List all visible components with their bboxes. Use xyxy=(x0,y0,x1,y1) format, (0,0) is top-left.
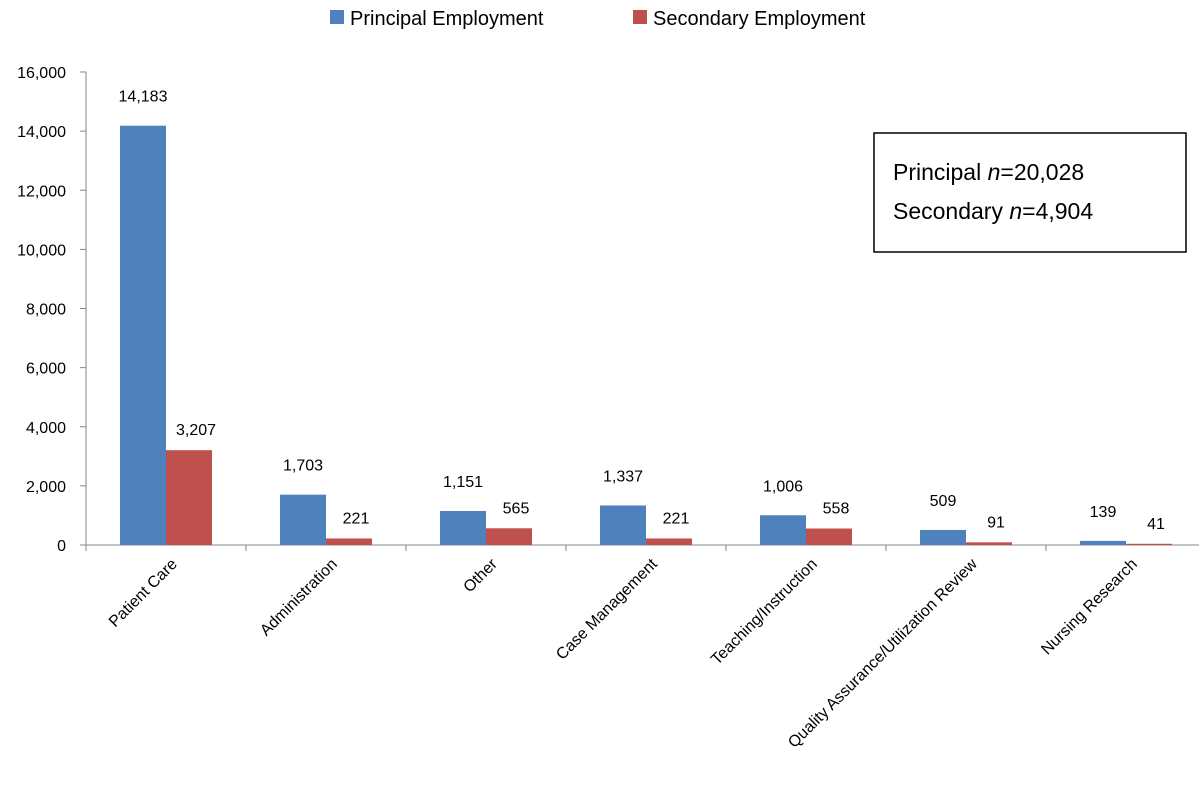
bar-principal xyxy=(920,529,966,545)
category-label: Teaching/Instruction xyxy=(708,556,821,669)
bar-secondary xyxy=(166,450,212,545)
data-label-secondary: 221 xyxy=(663,510,690,527)
bar-principal xyxy=(600,505,646,545)
y-tick-label: 14,000 xyxy=(17,124,66,141)
data-label-principal: 1,006 xyxy=(763,478,803,495)
y-tick-label: 8,000 xyxy=(26,302,66,319)
data-label-principal: 1,337 xyxy=(603,468,643,485)
legend: Principal Employment Secondary Employmen… xyxy=(330,8,866,30)
annotation-secondary: Secondary n=4,904 xyxy=(893,198,1093,224)
legend-swatch-secondary xyxy=(633,10,647,24)
data-label-principal: 14,183 xyxy=(119,89,168,106)
data-label-principal: 1,703 xyxy=(283,458,323,475)
bar-principal xyxy=(760,515,806,545)
category-label: Case Management xyxy=(553,555,661,663)
bar-secondary xyxy=(326,538,372,545)
data-label-secondary: 221 xyxy=(343,510,370,527)
annotation-box xyxy=(873,132,1187,253)
y-tick-label: 6,000 xyxy=(26,361,66,378)
data-label-secondary: 565 xyxy=(503,500,530,517)
sample-size-annotation: Principal n=20,028 Secondary n=4,904 xyxy=(873,132,1187,253)
bar-secondary xyxy=(806,528,852,545)
y-axis: 0 2,000 4,000 6,000 8,000 10,000 12,000 14,000 1… xyxy=(17,65,87,555)
bar-secondary xyxy=(486,528,532,545)
bar-principal xyxy=(440,510,486,545)
data-label-principal: 509 xyxy=(930,493,957,510)
y-tick-label: 10,000 xyxy=(17,242,66,259)
annotation-principal: Principal n=20,028 xyxy=(893,159,1084,185)
y-tick-label: 12,000 xyxy=(17,183,66,200)
y-tick-label: 16,000 xyxy=(17,65,66,82)
legend-swatch-principal xyxy=(330,10,344,24)
data-label-secondary: 41 xyxy=(1147,516,1165,533)
bar-principal xyxy=(120,125,166,546)
bar-secondary xyxy=(646,538,692,545)
category-label: Nursing Research xyxy=(1038,556,1141,659)
data-label-principal: 139 xyxy=(1090,504,1117,521)
bar-secondary xyxy=(1126,543,1172,545)
bar-principal xyxy=(280,494,326,545)
data-label-secondary: 558 xyxy=(823,501,850,518)
x-axis xyxy=(85,544,1199,551)
category-label: Quality Assurance/Utilization Review xyxy=(785,555,981,751)
legend-label-principal: Principal Employment xyxy=(350,8,544,30)
category-labels: Patient Care Administration Other Case Mana… xyxy=(106,555,1141,751)
legend-label-secondary: Secondary Employment xyxy=(653,8,866,30)
category-label: Other xyxy=(461,555,502,596)
bar-principal xyxy=(1080,540,1126,545)
bars xyxy=(120,125,1172,546)
data-label-secondary: 91 xyxy=(987,514,1005,531)
y-tick-label: 2,000 xyxy=(26,479,66,496)
data-labels: 14,183 3,207 1,703 221 1,151 565 1,337 221 1,006… xyxy=(119,89,1165,533)
data-label-secondary: 3,207 xyxy=(176,422,216,439)
data-label-principal: 1,151 xyxy=(443,474,483,491)
y-tick-label: 0 xyxy=(57,538,66,555)
category-label: Administration xyxy=(257,556,341,640)
bar-secondary xyxy=(966,542,1012,545)
category-label: Patient Care xyxy=(106,556,181,631)
y-tick-label: 4,000 xyxy=(26,420,66,437)
